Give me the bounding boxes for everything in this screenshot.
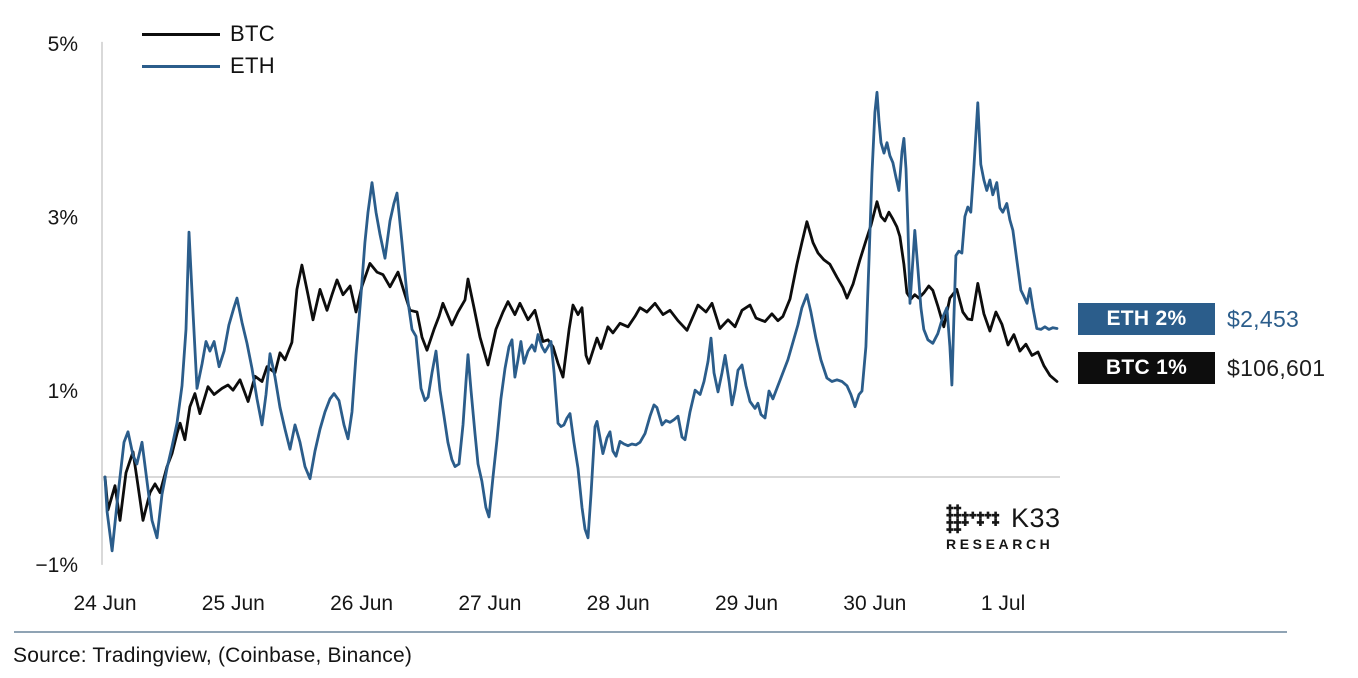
k33-logo-dot xyxy=(954,518,962,526)
legend-label-btc: BTC xyxy=(230,21,275,46)
eth-price-tag-row: ETH 2% $2,453 xyxy=(1078,303,1325,335)
x-axis-tick-label: 29 Jun xyxy=(715,592,778,615)
source-text: Source: Tradingview, (Coinbase, Binance) xyxy=(13,644,413,667)
k33-logo-dot xyxy=(954,525,962,533)
btc-line-swatch-icon xyxy=(142,32,220,36)
k33-logo-dot xyxy=(946,503,954,512)
y-axis-tick-label: 5% xyxy=(48,33,78,56)
k33-logo-dot xyxy=(946,525,954,533)
legend-label-eth: ETH xyxy=(230,53,275,78)
k33-logo-dot xyxy=(946,511,954,519)
btc-price-tag-row: BTC 1% $106,601 xyxy=(1078,352,1325,384)
x-axis-tick-label: 28 Jun xyxy=(587,592,650,615)
k33-logo-top: K33 xyxy=(946,503,1076,534)
k33-logo-dot xyxy=(984,511,992,519)
x-axis-tick-label: 25 Jun xyxy=(202,592,265,615)
footer-divider xyxy=(14,631,1287,633)
y-axis-tick-label: 1% xyxy=(48,380,78,403)
k33-logo-dot xyxy=(976,518,984,526)
k33-logo-dot xyxy=(969,511,977,519)
k33-research-logo: K33 RESEARCH xyxy=(946,503,1076,552)
chart-legend: BTC ETH xyxy=(142,18,275,82)
y-axis-tick-label: 3% xyxy=(48,207,78,230)
k33-logo-dot xyxy=(946,518,954,526)
k33-logo-dots-icon xyxy=(946,503,1000,533)
x-axis-tick-label: 1 Jul xyxy=(981,592,1025,615)
btc-price-line xyxy=(103,200,1059,522)
k33-logo-dot xyxy=(976,511,984,519)
price-change-line-chart: 5% 3% 1% −1% 24 Jun 25 Jun 26 Jun 27 Jun 28 Jun 2… xyxy=(35,33,1060,615)
eth-price-value: $2,453 xyxy=(1227,305,1300,332)
eth-price-line xyxy=(103,90,1059,553)
latest-price-tags: ETH 2% $2,453 BTC 1% $106,601 xyxy=(1078,303,1325,401)
eth-change-badge: ETH 2% xyxy=(1078,303,1215,335)
k33-logo-text: K33 xyxy=(1011,503,1061,533)
k33-logo-dot xyxy=(992,511,1000,519)
x-axis-tick-label: 30 Jun xyxy=(843,592,906,615)
y-axis-tick-label: −1% xyxy=(35,554,78,577)
k33-logo-dot xyxy=(992,518,1000,526)
k33-logo-dot xyxy=(954,511,962,519)
k33-logo-dot xyxy=(961,511,969,519)
k33-logo-dot xyxy=(954,503,962,512)
k33-logo-dot xyxy=(961,518,969,526)
btc-change-badge: BTC 1% xyxy=(1078,352,1215,384)
x-axis-tick-label: 24 Jun xyxy=(73,592,136,615)
x-axis-tick-label: 27 Jun xyxy=(458,592,521,615)
x-axis-tick-label: 26 Jun xyxy=(330,592,393,615)
legend-item-btc: BTC xyxy=(142,18,275,50)
eth-line-swatch-icon xyxy=(142,64,220,68)
k33-logo-subtext: RESEARCH xyxy=(946,536,1054,552)
legend-item-eth: ETH xyxy=(142,50,275,82)
btc-price-value: $106,601 xyxy=(1227,354,1326,381)
